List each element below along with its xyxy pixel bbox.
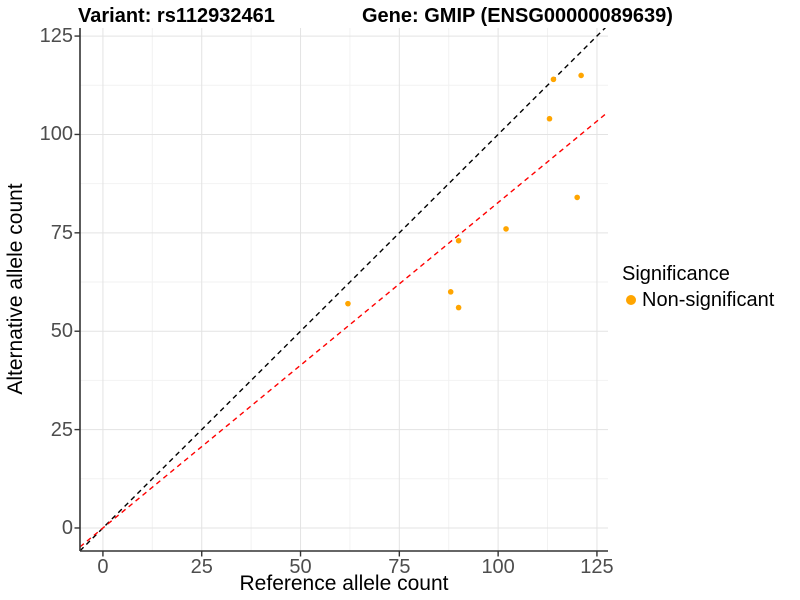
legend-item-label: Non-significant — [642, 289, 775, 311]
legend-title: Significance — [622, 263, 730, 285]
plot-panel — [74, 28, 608, 557]
y-tick-label: 0 — [61, 516, 73, 539]
regression-line — [80, 111, 608, 548]
data-point — [503, 226, 509, 232]
x-tick-label: 75 — [388, 556, 411, 578]
x-tick-label: 100 — [481, 556, 515, 578]
y-axis-title: Alternative allele count — [4, 183, 27, 395]
x-tick-label: 50 — [289, 556, 312, 578]
x-axis-title: Reference allele count — [239, 572, 449, 595]
y-tick-label: 50 — [50, 320, 73, 343]
x-tick-label: 125 — [580, 556, 614, 578]
data-point — [574, 194, 580, 201]
y-tick-label: 100 — [39, 123, 73, 146]
legend-item: Non-significant — [622, 288, 774, 312]
data-point — [550, 76, 557, 83]
identity-line — [80, 28, 607, 551]
y-tick-label: 75 — [50, 221, 73, 244]
data-point — [578, 72, 584, 79]
data-point — [455, 304, 462, 311]
legend-point-icon — [626, 295, 636, 305]
x-tick-label: 0 — [97, 556, 109, 578]
plot-title-gene: Gene: GMIP (ENSG00000089639) — [362, 5, 673, 27]
y-tick-label: 25 — [50, 418, 73, 441]
legend: Significance Non-significant — [622, 262, 774, 312]
data-point — [546, 115, 553, 122]
data-point — [345, 300, 351, 307]
data-point — [455, 237, 462, 244]
panel-background — [80, 28, 608, 551]
data-point — [447, 289, 454, 295]
x-tick-label: 25 — [190, 556, 213, 578]
plot-title-variant: Variant: rs112932461 — [78, 5, 275, 27]
y-tick-label: 125 — [39, 25, 73, 48]
